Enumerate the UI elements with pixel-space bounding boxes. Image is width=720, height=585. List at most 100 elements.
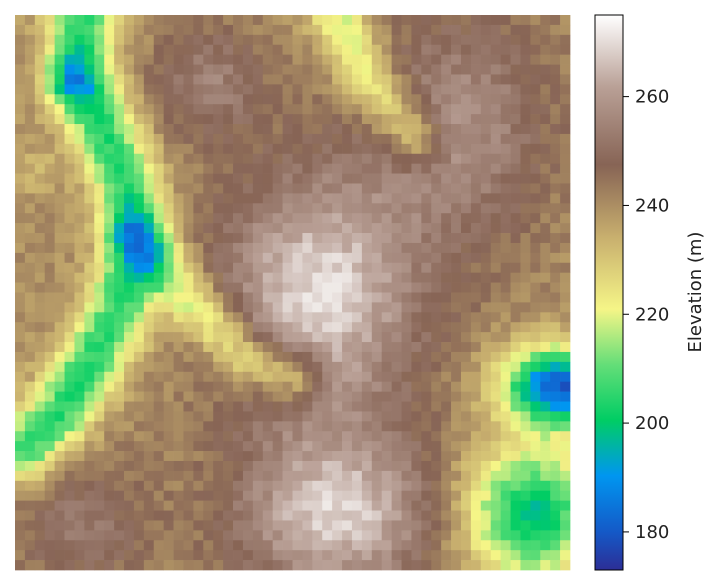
heatmap-cell bbox=[292, 391, 303, 402]
heatmap-cell bbox=[451, 44, 462, 55]
heatmap-cell bbox=[282, 94, 293, 105]
heatmap-cell bbox=[332, 550, 343, 561]
heatmap-cell bbox=[272, 242, 283, 254]
heatmap-cell bbox=[292, 143, 303, 155]
heatmap-cell bbox=[421, 15, 432, 26]
heatmap-cell bbox=[124, 183, 135, 194]
heatmap-cell bbox=[193, 460, 204, 472]
heatmap-cell bbox=[361, 411, 373, 422]
heatmap-cell bbox=[114, 163, 125, 174]
heatmap-cell bbox=[104, 530, 115, 541]
heatmap-cell bbox=[64, 351, 75, 363]
heatmap-cell bbox=[342, 143, 353, 155]
heatmap-cell bbox=[550, 173, 561, 184]
heatmap-cell bbox=[401, 74, 412, 85]
heatmap-cell bbox=[242, 282, 254, 293]
heatmap-cell bbox=[44, 332, 55, 343]
heatmap-cell bbox=[490, 252, 501, 264]
heatmap-cell bbox=[332, 401, 343, 412]
heatmap-cell bbox=[510, 262, 521, 274]
heatmap-cell bbox=[252, 530, 264, 541]
heatmap-cell bbox=[44, 441, 55, 452]
heatmap-cell bbox=[124, 163, 135, 174]
heatmap-cell bbox=[233, 124, 244, 135]
heatmap-cell bbox=[530, 282, 541, 293]
heatmap-cell bbox=[411, 233, 422, 244]
heatmap-cell bbox=[361, 233, 373, 244]
heatmap-cell bbox=[233, 44, 244, 55]
heatmap-cell bbox=[431, 203, 442, 214]
heatmap-cell bbox=[560, 421, 571, 432]
heatmap-cell bbox=[411, 173, 422, 184]
heatmap-cell bbox=[411, 312, 422, 323]
heatmap-cell bbox=[560, 183, 571, 194]
heatmap-cell bbox=[351, 84, 363, 95]
heatmap-cell bbox=[114, 401, 125, 412]
heatmap-cell bbox=[104, 480, 115, 492]
heatmap-cell bbox=[550, 183, 561, 194]
heatmap-cell bbox=[421, 312, 432, 323]
heatmap-cell bbox=[550, 381, 561, 392]
heatmap-cell bbox=[133, 74, 145, 85]
heatmap-cell bbox=[342, 431, 353, 442]
heatmap-cell bbox=[292, 94, 303, 105]
heatmap-cell bbox=[470, 401, 482, 412]
heatmap-cell bbox=[143, 490, 155, 501]
heatmap-cell bbox=[15, 213, 26, 224]
heatmap-cell bbox=[351, 302, 363, 313]
heatmap-cell bbox=[520, 292, 531, 303]
heatmap-cell bbox=[441, 193, 452, 204]
heatmap-cell bbox=[401, 500, 412, 511]
heatmap-cell bbox=[381, 560, 392, 571]
heatmap-cell bbox=[322, 342, 333, 353]
heatmap-cell bbox=[550, 242, 561, 254]
heatmap-cell bbox=[421, 213, 432, 224]
heatmap-cell bbox=[153, 480, 165, 492]
heatmap-cell bbox=[500, 74, 511, 85]
heatmap-cell bbox=[342, 183, 353, 194]
heatmap-cell bbox=[272, 530, 283, 541]
heatmap-cell bbox=[193, 173, 204, 184]
heatmap-cell bbox=[550, 262, 561, 274]
heatmap-cell bbox=[143, 421, 155, 432]
heatmap-cell bbox=[104, 421, 115, 432]
heatmap-cell bbox=[322, 470, 333, 482]
heatmap-cell bbox=[242, 500, 254, 511]
heatmap-cell bbox=[233, 540, 244, 551]
heatmap-cell bbox=[411, 292, 422, 303]
heatmap-cell bbox=[153, 203, 165, 214]
heatmap-cell bbox=[361, 183, 373, 194]
heatmap-cell bbox=[153, 163, 165, 174]
heatmap-cell bbox=[421, 262, 432, 274]
heatmap-cell bbox=[54, 15, 65, 26]
heatmap-cell bbox=[332, 480, 343, 492]
heatmap-cell bbox=[163, 252, 174, 264]
heatmap-cell bbox=[153, 431, 165, 442]
heatmap-cell bbox=[173, 242, 184, 254]
heatmap-cell bbox=[84, 193, 95, 204]
heatmap-cell bbox=[94, 302, 105, 313]
heatmap-cell bbox=[460, 233, 472, 244]
heatmap-cell bbox=[500, 203, 511, 214]
heatmap-cell bbox=[193, 490, 204, 501]
heatmap-cell bbox=[282, 451, 293, 462]
heatmap-cell bbox=[282, 312, 293, 323]
heatmap-cell bbox=[490, 104, 501, 115]
heatmap-cell bbox=[530, 233, 541, 244]
heatmap-cell bbox=[520, 302, 531, 313]
heatmap-cell bbox=[34, 262, 46, 274]
heatmap-cell bbox=[302, 312, 313, 323]
heatmap-cell bbox=[233, 480, 244, 492]
heatmap-cell bbox=[114, 262, 125, 274]
heatmap-cell bbox=[480, 282, 492, 293]
heatmap-cell bbox=[124, 470, 135, 482]
heatmap-cell bbox=[272, 292, 283, 303]
heatmap-cell bbox=[133, 262, 145, 274]
heatmap-cell bbox=[351, 252, 363, 264]
heatmap-cell bbox=[361, 431, 373, 442]
heatmap-cell bbox=[530, 460, 541, 472]
heatmap-cell bbox=[163, 441, 174, 452]
heatmap-cell bbox=[560, 490, 571, 501]
heatmap-cell bbox=[500, 411, 511, 422]
